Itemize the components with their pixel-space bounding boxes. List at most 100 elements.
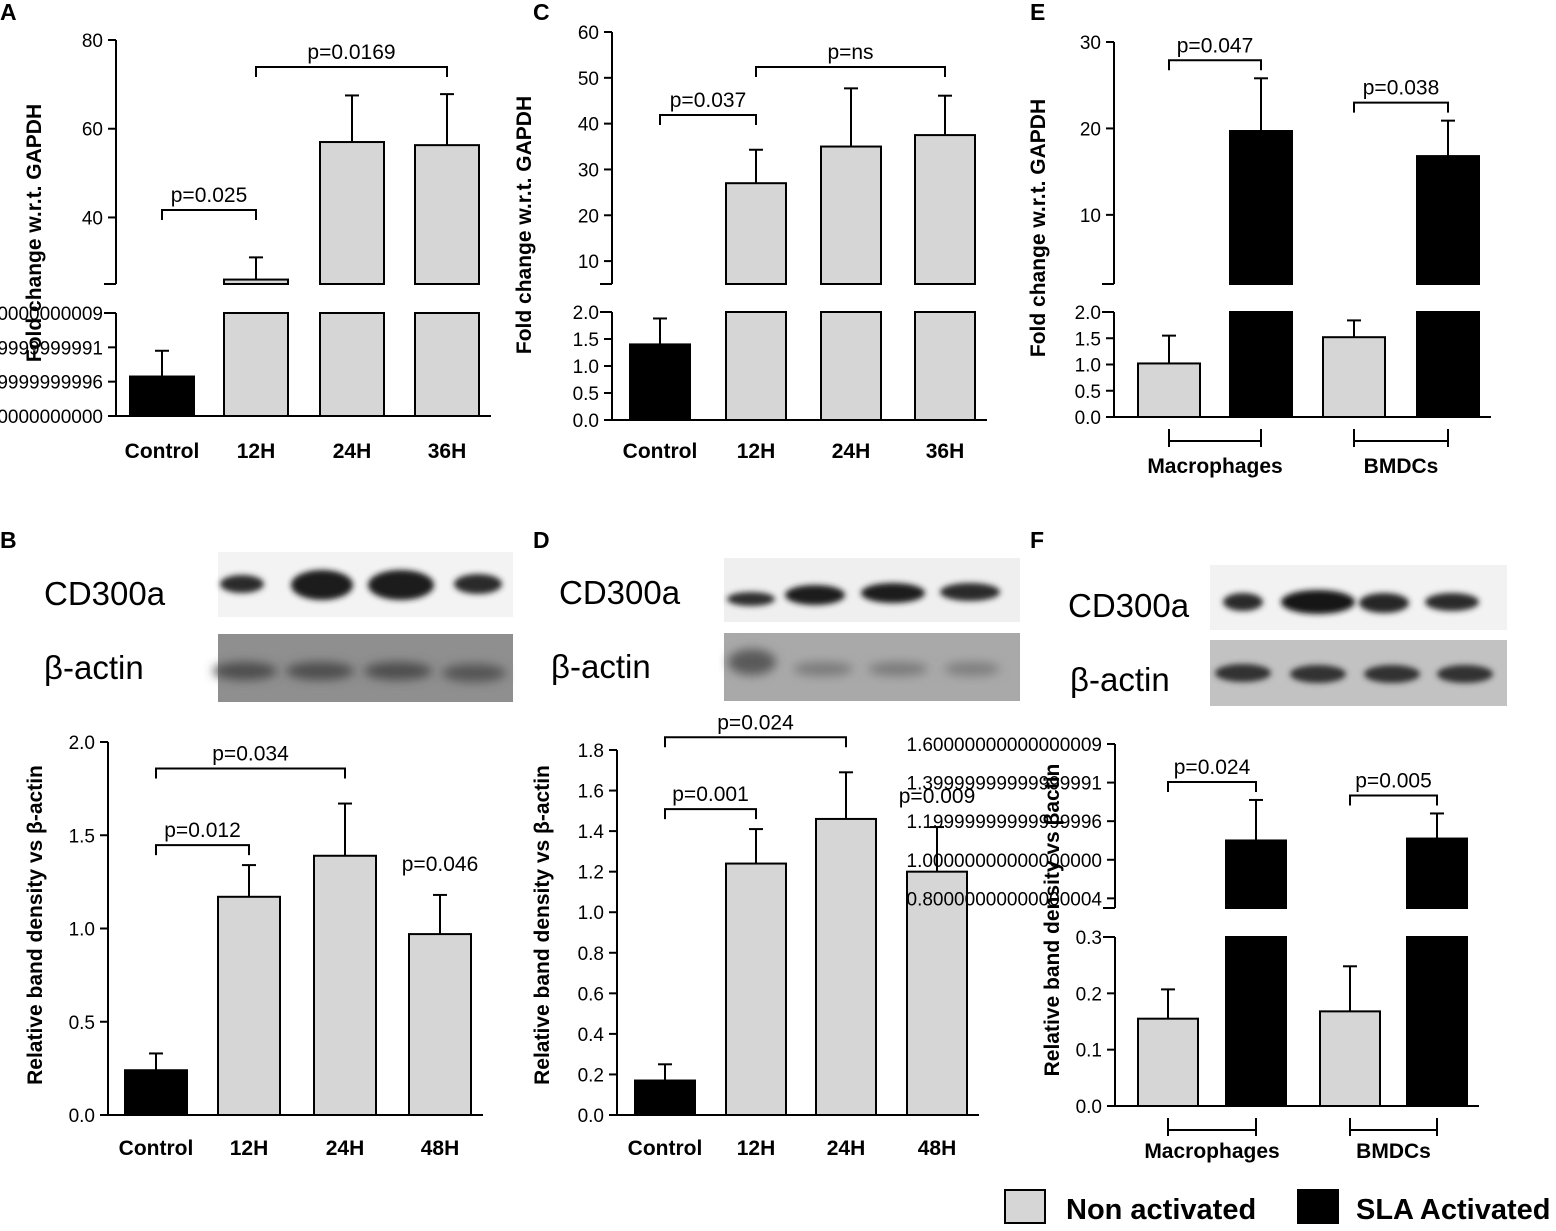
blot-band (727, 592, 775, 606)
y-tick-label: 2.0 (1075, 303, 1101, 324)
blot-band (442, 664, 506, 682)
panel-label-a: A (0, 0, 17, 25)
x-category-label: 24H (333, 440, 372, 463)
blot-f-label-cd300a: CD300a (1068, 587, 1190, 624)
chart-panel-f: 0.0 0.1 0.2 0.3 0.80000000000000004 1.0000000… (907, 735, 1479, 1163)
significance-bracket (255, 66, 448, 77)
bar-control (629, 343, 691, 421)
bar-36h-lower (914, 311, 976, 421)
y-tick-label: 40 (578, 115, 599, 136)
blot-band (286, 662, 354, 680)
group-bracket (1349, 1118, 1438, 1136)
bar-macrophages-sla-activated-lower (1225, 936, 1287, 1107)
bar-control (634, 1079, 696, 1117)
bar-24h (820, 145, 882, 285)
bar-36h (914, 134, 976, 285)
x-group-label: BMDCs (1364, 455, 1439, 478)
bar-bmdcs-non-activated (1319, 1010, 1381, 1107)
x-category-label: Control (119, 1137, 194, 1160)
blot-band (728, 649, 776, 675)
y-axis-label-e: Fold change w.r.t. GAPDH (1027, 99, 1050, 357)
legend-label-sla-activated: SLA Activated (1356, 1194, 1550, 1226)
y-tick-label: 40 (82, 208, 103, 229)
legend-label-non-activated: Non activated (1066, 1194, 1256, 1226)
bar-macrophages-sla-activated (1229, 130, 1293, 285)
x-category-label: Control (623, 440, 698, 463)
group-bracket (1167, 1118, 1257, 1136)
y-tick-label: 1.19999999999999996 (907, 812, 1102, 833)
blot-d-label-cd300a: CD300a (559, 574, 681, 611)
bar-bmdcs-non-activated (1322, 336, 1386, 419)
chart-panel-d: 0.0 0.2 0.4 0.6 0.8 1.0 1.2 1.4 1.6 1.8 Control 12H… (578, 711, 979, 1160)
bar-macrophages-non-activated (1137, 1017, 1199, 1108)
panel-label-d: D (533, 527, 550, 553)
y-tick-label: 0.3 (1076, 928, 1102, 949)
y-tick-label: 10 (578, 252, 599, 273)
blot-band (1425, 593, 1479, 611)
y-tick-label: 1.6 (578, 782, 604, 803)
p-value-label: p=ns (827, 41, 873, 64)
significance-bracket (1353, 101, 1449, 113)
significance-bracket (161, 209, 257, 220)
blot-b-label-actin: β-actin (44, 649, 144, 686)
blot-band (1223, 593, 1263, 611)
y-tick-label: 1.0 (1075, 356, 1101, 377)
blot-band (364, 662, 432, 680)
y-tick-label: 60 (578, 23, 599, 44)
y-tick-label: 0.80000000000000004 (907, 889, 1103, 910)
y-axis-label-d: Relative band density vs β-actin (531, 765, 554, 1085)
bar-macrophages-sla-activated (1225, 839, 1287, 909)
bar-24h-lower (820, 311, 882, 421)
x-category-label: 48H (918, 1137, 957, 1160)
blot-band (1281, 590, 1355, 614)
x-category-label: 36H (926, 440, 965, 463)
bar-12h (217, 895, 281, 1116)
y-tick-label: 20 (578, 206, 599, 227)
bar-bmdcs-sla-activated (1406, 837, 1468, 910)
x-group-label: Macrophages (1144, 1140, 1279, 1163)
blot-band (213, 662, 277, 680)
bar-12h-lower (223, 312, 289, 417)
x-group-label: BMDCs (1356, 1140, 1431, 1163)
x-group-label: Macrophages (1147, 455, 1282, 478)
y-tick-label: 1.00000000000000000 (0, 407, 103, 428)
y-tick-label: 1.00000000000000000 (907, 851, 1102, 872)
bar-12h-lower (725, 311, 787, 421)
chart-panel-a: 1.00000000000000000 1.19999999999999996 1.… (0, 31, 491, 463)
y-tick-label: 0.0 (573, 411, 599, 432)
p-value-label: p=0.025 (171, 184, 248, 207)
legend-swatch-sla-activated (1297, 1189, 1339, 1224)
x-category-label: 12H (737, 1137, 776, 1160)
panel-label-f: F (1030, 527, 1044, 553)
blot-d-label-actin: β-actin (551, 648, 651, 685)
significance-bracket (664, 736, 847, 748)
panel-label-e: E (1030, 0, 1045, 25)
y-tick-label: 1.5 (1075, 329, 1101, 350)
chart-panel-e: 0.0 0.5 1.0 1.5 2.0 10 20 30 Macrophages p=0.047 B… (1075, 33, 1491, 478)
y-tick-label: 0.6 (578, 984, 604, 1005)
significance-bracket (1349, 794, 1438, 806)
bar-bmdcs-sla-activated-lower (1416, 311, 1480, 418)
y-tick-label: 1.60000000000000009 (0, 304, 103, 325)
y-tick-label: 0.5 (573, 384, 599, 405)
bar-36h-lower (414, 312, 480, 417)
y-axis-label-a: Fold change w.r.t. GAPDH (23, 104, 46, 362)
y-tick-label: 1.5 (69, 826, 95, 847)
bar-24h (313, 854, 377, 1116)
blot-band (1359, 593, 1409, 613)
charts: 1.00000000000000000 1.19999999999999996 1.… (0, 23, 1491, 1163)
x-category-label: Control (125, 440, 200, 463)
blot-band (1290, 665, 1346, 683)
blot-f-label-actin: β-actin (1070, 661, 1170, 698)
y-tick-label: 1.19999999999999996 (0, 373, 103, 394)
y-tick-label: 1.39999999999999991 (907, 774, 1102, 795)
y-tick-label: 0.8 (578, 944, 604, 965)
y-tick-label: 2.0 (573, 303, 599, 324)
y-tick-label: 2.0 (69, 733, 95, 754)
x-category-label: 12H (737, 440, 776, 463)
bar-36h (414, 144, 480, 285)
x-category-label: 12H (237, 440, 276, 463)
legend: Non activated SLA Activated (1004, 1189, 1550, 1226)
y-tick-label: 0.1 (1076, 1041, 1102, 1062)
